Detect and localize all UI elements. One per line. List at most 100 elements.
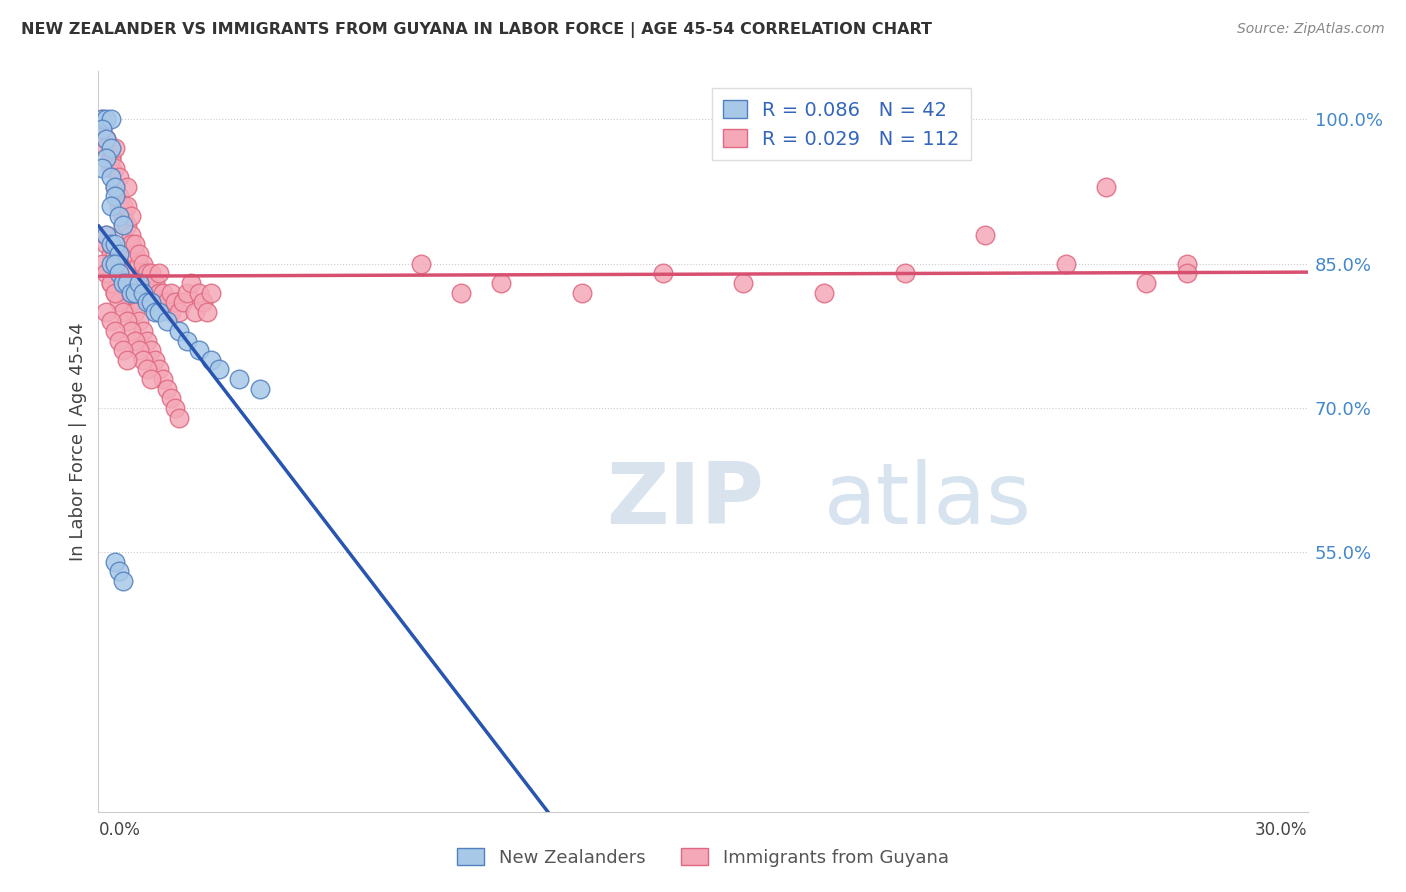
Point	[96, 266, 118, 280]
Point	[135, 276, 157, 290]
Point	[96, 141, 118, 155]
Point	[107, 334, 129, 348]
Point	[1054, 257, 1077, 271]
Point	[813, 285, 835, 300]
Point	[100, 151, 122, 165]
Point	[100, 170, 122, 185]
Point	[1135, 276, 1157, 290]
Point	[91, 112, 114, 127]
Point	[96, 227, 118, 242]
Point	[91, 112, 114, 127]
Point	[115, 218, 138, 232]
Point	[111, 343, 134, 358]
Point	[115, 179, 138, 194]
Point	[120, 237, 142, 252]
Point	[132, 266, 155, 280]
Point	[167, 410, 190, 425]
Point	[167, 324, 190, 338]
Point	[100, 112, 122, 127]
Point	[124, 285, 146, 300]
Point	[115, 276, 138, 290]
Point	[107, 565, 129, 579]
Point	[143, 304, 166, 318]
Point	[115, 314, 138, 328]
Point	[96, 227, 118, 242]
Point	[107, 209, 129, 223]
Point	[180, 276, 202, 290]
Point	[107, 295, 129, 310]
Point	[91, 161, 114, 175]
Text: 0.0%: 0.0%	[98, 822, 141, 839]
Point	[163, 295, 186, 310]
Point	[91, 122, 114, 136]
Point	[160, 391, 183, 405]
Point	[100, 276, 122, 290]
Point	[156, 382, 179, 396]
Point	[172, 295, 194, 310]
Point	[120, 324, 142, 338]
Point	[176, 285, 198, 300]
Point	[139, 266, 162, 280]
Point	[111, 209, 134, 223]
Point	[103, 189, 125, 203]
Point	[139, 295, 162, 310]
Point	[96, 131, 118, 145]
Point	[100, 199, 122, 213]
Point	[115, 199, 138, 213]
Point	[651, 266, 673, 280]
Point	[249, 382, 271, 396]
Point	[132, 257, 155, 271]
Point	[103, 555, 125, 569]
Point	[111, 266, 134, 280]
Point	[107, 170, 129, 185]
Point	[100, 276, 122, 290]
Point	[103, 247, 125, 261]
Point	[107, 199, 129, 213]
Point	[132, 285, 155, 300]
Point	[139, 285, 162, 300]
Point	[160, 285, 183, 300]
Point	[132, 352, 155, 367]
Point	[128, 247, 150, 261]
Point	[115, 285, 138, 300]
Point	[111, 276, 134, 290]
Point	[135, 266, 157, 280]
Point	[132, 324, 155, 338]
Point	[152, 285, 174, 300]
Point	[1175, 266, 1198, 280]
Point	[103, 257, 125, 271]
Point	[107, 257, 129, 271]
Point	[195, 304, 218, 318]
Text: ZIP: ZIP	[606, 459, 763, 542]
Point	[103, 179, 125, 194]
Point	[107, 266, 129, 280]
Point	[111, 199, 134, 213]
Point	[148, 304, 170, 318]
Point	[100, 237, 122, 252]
Point	[128, 343, 150, 358]
Point	[228, 372, 250, 386]
Point	[100, 237, 122, 252]
Point	[571, 285, 593, 300]
Point	[124, 334, 146, 348]
Point	[103, 161, 125, 175]
Point	[152, 372, 174, 386]
Text: atlas: atlas	[824, 459, 1032, 542]
Point	[91, 122, 114, 136]
Point	[143, 276, 166, 290]
Point	[188, 285, 211, 300]
Point	[120, 209, 142, 223]
Point	[96, 131, 118, 145]
Point	[409, 257, 432, 271]
Point	[193, 295, 215, 310]
Legend: R = 0.086   N = 42, R = 0.029   N = 112: R = 0.086 N = 42, R = 0.029 N = 112	[711, 88, 972, 161]
Point	[103, 141, 125, 155]
Point	[139, 372, 162, 386]
Point	[100, 314, 122, 328]
Point	[120, 285, 142, 300]
Point	[156, 295, 179, 310]
Point	[135, 362, 157, 376]
Point	[124, 304, 146, 318]
Point	[128, 257, 150, 271]
Point	[120, 227, 142, 242]
